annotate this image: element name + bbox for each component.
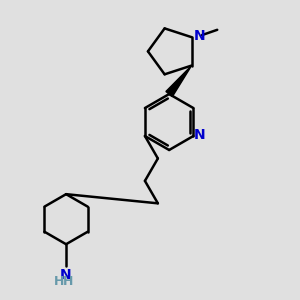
Text: N: N (194, 128, 205, 142)
Text: H: H (63, 275, 74, 288)
Text: H: H (53, 275, 64, 288)
Polygon shape (166, 66, 192, 97)
Text: N: N (194, 29, 205, 43)
Text: N: N (59, 268, 71, 281)
